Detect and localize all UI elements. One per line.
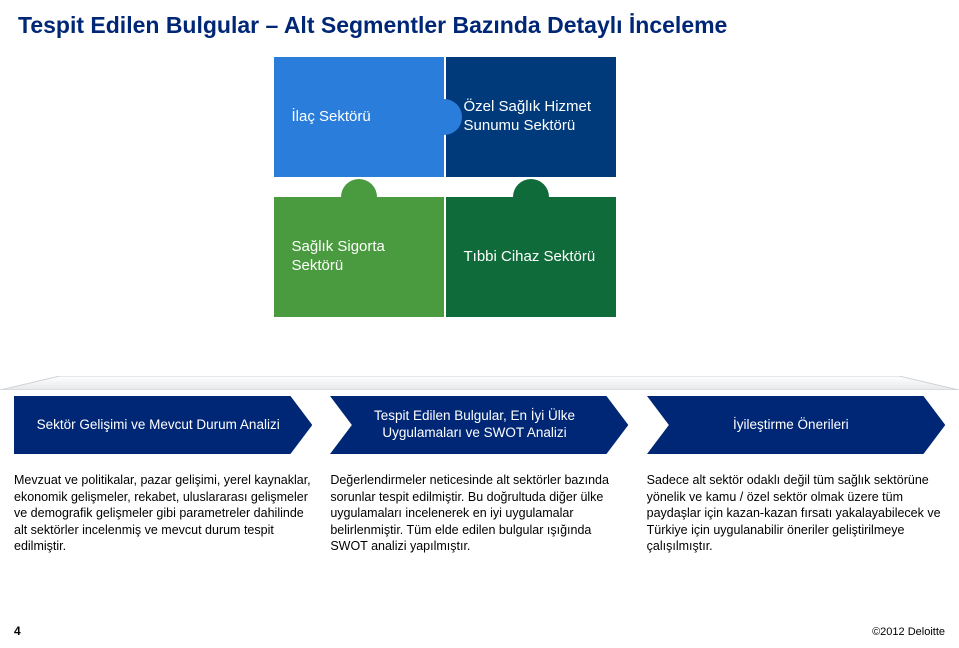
puzzle-piece-top-right: Özel Sağlık Hizmet Sunumu Sektörü <box>446 57 616 177</box>
puzzle-label: İlaç Sektörü <box>292 108 371 127</box>
arrow-step-3: İyileştirme Önerileri <box>647 396 945 454</box>
page-number: 4 <box>14 624 21 638</box>
puzzle-piece-top-left: İlaç Sektörü <box>274 57 444 177</box>
puzzle-knob <box>426 99 462 135</box>
arrow-step-1: Sektör Gelişimi ve Mevcut Durum Analizi <box>14 396 312 454</box>
arrow-step-2: Tespit Edilen Bulgular, En İyi Ülke Uygu… <box>330 396 628 454</box>
puzzle-label: Sağlık Sigorta Sektörü <box>292 238 434 276</box>
description-columns: Mevzuat ve politikalar, pazar gelişimi, … <box>14 472 945 555</box>
arrow-label: Tespit Edilen Bulgular, En İyi Ülke Uygu… <box>350 408 598 442</box>
column-3: Sadece alt sektör odaklı değil tüm sağlı… <box>647 472 945 555</box>
process-arrows: Sektör Gelişimi ve Mevcut Durum Analizi … <box>14 396 945 454</box>
arrow-label: İyileştirme Önerileri <box>733 417 849 434</box>
puzzle-knob <box>513 179 549 215</box>
arrow-label: Sektör Gelişimi ve Mevcut Durum Analizi <box>37 417 280 434</box>
puzzle-piece-bottom-right: Tıbbi Cihaz Sektörü <box>446 197 616 317</box>
puzzle-label: Özel Sağlık Hizmet Sunumu Sektörü <box>464 98 606 136</box>
column-1: Mevzuat ve politikalar, pazar gelişimi, … <box>14 472 312 555</box>
puzzle-piece-bottom-left: Sağlık Sigorta Sektörü <box>274 197 444 317</box>
puzzle-diagram: Özel Sağlık Hizmet Sunumu Sektörü İlaç S… <box>280 57 680 337</box>
copyright: ©2012 Deloitte <box>872 626 945 638</box>
platform-shape <box>0 376 959 390</box>
puzzle-knob <box>341 179 377 215</box>
page-title: Tespit Edilen Bulgular – Alt Segmentler … <box>0 0 959 39</box>
column-2: Değerlendirmeler neticesinde alt sektörl… <box>330 472 628 555</box>
puzzle-label: Tıbbi Cihaz Sektörü <box>464 248 596 267</box>
